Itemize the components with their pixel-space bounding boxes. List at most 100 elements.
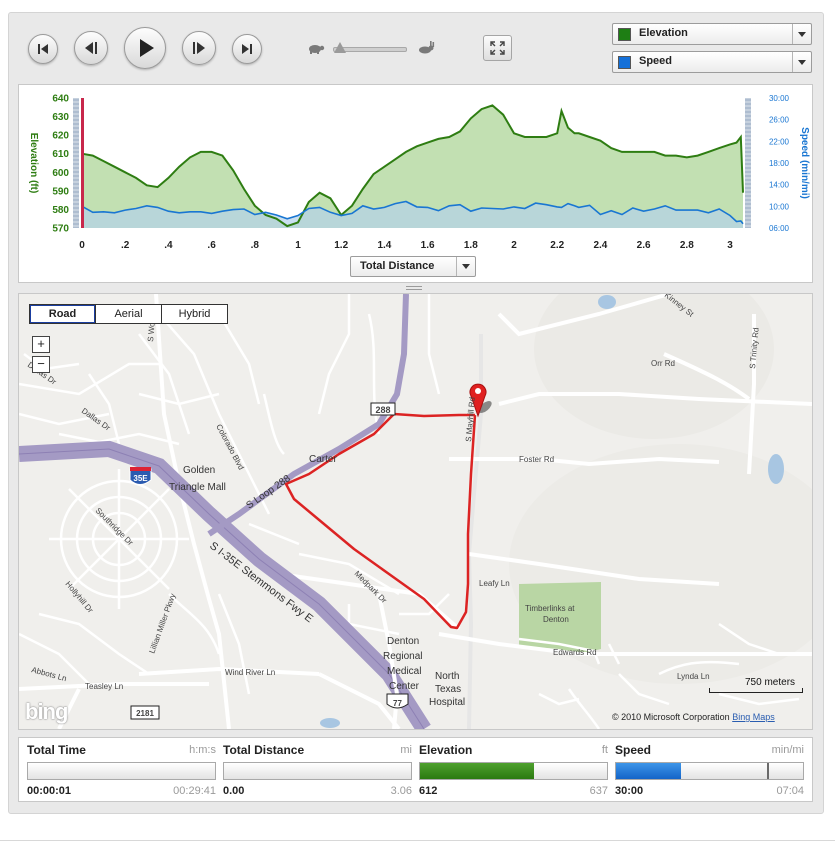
skip-to-start-button[interactable]	[28, 34, 58, 64]
stat-unit: min/mi	[771, 744, 804, 756]
map-label: Teasley Ln	[85, 682, 123, 691]
stat-name: Total Distance	[223, 743, 305, 757]
x-axis-select-label: Total Distance	[360, 260, 435, 272]
fullscreen-icon	[490, 41, 505, 55]
map-label: Edwards Rd	[553, 648, 597, 657]
left-axis-strip	[73, 98, 79, 228]
elevation-line	[81, 104, 744, 228]
slider-thumb[interactable]	[334, 42, 346, 53]
x-tick-label: 2	[511, 240, 517, 251]
skip-to-end-button[interactable]	[232, 34, 262, 64]
map-mode-hybrid[interactable]: Hybrid	[178, 308, 211, 320]
y-tick-label-left: 570	[52, 224, 69, 235]
stat-speed: Speed min/mi 30:00 07:04	[615, 738, 804, 801]
map-label: Center	[389, 681, 420, 692]
speed-area	[82, 201, 743, 228]
y-tick-label-right: 18:00	[769, 159, 790, 168]
play-button[interactable]	[124, 27, 166, 69]
playback-speed-slider[interactable]	[306, 38, 436, 58]
chart-cursor	[81, 98, 84, 228]
x-tick-label: 3	[727, 240, 733, 251]
chevron-down-icon[interactable]	[792, 52, 811, 72]
map-label: Orr Rd	[651, 359, 675, 368]
elevation-area	[82, 105, 743, 228]
stat-max-value: 637	[589, 785, 608, 797]
map-mode-aerial[interactable]: Aerial	[96, 305, 162, 323]
y-tick-label-left: 630	[52, 112, 69, 123]
map-canvas[interactable]: 288 35E 77 2181 S Mayhill Rd Foster Rd O…	[19, 294, 812, 729]
stat-name: Total Time	[27, 743, 86, 757]
map-label: Carter	[309, 454, 337, 465]
map-label: Denton	[387, 636, 419, 647]
y-tick-label-left: 620	[52, 131, 69, 142]
step-back-button[interactable]	[74, 31, 108, 65]
stat-current-value: 0.00	[223, 785, 245, 797]
zoom-in-button[interactable]: +	[32, 336, 50, 353]
divider	[0, 840, 835, 841]
secondary-series-select[interactable]: Speed	[612, 51, 812, 73]
x-tick-label: .8	[251, 240, 260, 251]
stat-progress-fill	[420, 763, 535, 779]
stat-unit: ft	[601, 744, 608, 756]
x-tick-label: 1.6	[421, 240, 435, 251]
loop-288-shield: 288	[370, 402, 396, 416]
map-type-toggle: Road Aerial Hybrid	[29, 304, 228, 324]
slider-track[interactable]	[333, 47, 407, 52]
stat-progress-bar	[615, 762, 804, 780]
map-label: Lynda Ln	[677, 672, 710, 681]
map-label: Wind River Ln	[225, 668, 275, 677]
x-tick-label: 2.8	[680, 240, 694, 251]
chevron-down-icon[interactable]	[792, 24, 811, 44]
primary-series-select[interactable]: Elevation	[612, 23, 812, 45]
park-area	[519, 582, 601, 654]
map-label: Texas	[435, 684, 461, 695]
stat-progress-bar	[223, 762, 412, 780]
y-tick-label-left: 610	[52, 149, 69, 160]
map-label: Triangle Mall	[169, 482, 226, 493]
zoom-out-button[interactable]: −	[32, 356, 50, 373]
bing-maps-link[interactable]: Bing Maps	[732, 712, 775, 722]
map-mode-road[interactable]: Road	[30, 305, 96, 323]
y-axis-title-left: Elevation (ft)	[28, 133, 39, 194]
step-forward-button[interactable]	[182, 31, 216, 65]
lake	[598, 295, 616, 309]
chevron-down-icon[interactable]	[456, 257, 475, 276]
rabbit-icon	[419, 41, 435, 54]
y-tick-label-right: 30:00	[769, 94, 790, 103]
map-label: Medical	[387, 666, 421, 677]
stat-progress-bar	[27, 762, 216, 780]
stat-name: Elevation	[419, 743, 473, 757]
elevation-speed-chart[interactable]: 640 630 620 610 600 590 580 570 30:00 26:00 22:00 1…	[18, 84, 813, 283]
chart-canvas[interactable]: 640 630 620 610 600 590 580 570 30:00 26:00 22:00 1…	[19, 85, 812, 282]
stat-elevation: Elevation ft 612 637	[419, 738, 608, 801]
map-label: S Mayhill Rd	[464, 397, 477, 443]
state-2181-shield: 2181	[130, 705, 160, 720]
y-tick-label-right: 22:00	[769, 137, 790, 146]
x-tick-label: 2.4	[593, 240, 607, 251]
skip-to-start-icon	[38, 44, 48, 54]
splitter-handle[interactable]	[406, 286, 422, 291]
route-map[interactable]: 288 35E 77 2181 S Mayhill Rd Foster Rd O…	[18, 293, 813, 730]
interstate-35e-shield: 35E	[129, 467, 152, 485]
x-tick-label: .6	[207, 240, 216, 251]
x-tick-label: 1.8	[464, 240, 478, 251]
map-copyright: © 2010 Microsoft Corporation Bing Maps	[612, 712, 775, 722]
map-label: Foster Rd	[519, 455, 554, 464]
stat-max-value: 07:04	[776, 785, 804, 797]
stat-max-value: 00:29:41	[173, 785, 216, 797]
x-tick-label: 0	[79, 240, 85, 251]
y-tick-label-right: 10:00	[769, 202, 790, 211]
x-axis-select[interactable]: Total Distance	[350, 256, 476, 277]
x-tick-label: .4	[164, 240, 173, 251]
turtle-icon	[309, 45, 325, 54]
y-tick-label-right: 14:00	[769, 181, 790, 190]
loop-288	[207, 294, 409, 537]
step-forward-icon	[193, 42, 205, 54]
svg-text:2181: 2181	[136, 709, 154, 718]
x-tick-label: 2.2	[550, 240, 564, 251]
stat-unit: mi	[400, 744, 412, 756]
fullscreen-button[interactable]	[483, 35, 512, 61]
stat-progress-bar	[419, 762, 608, 780]
trip-stats: Total Time h:m:s 00:00:01 00:29:41 Total…	[18, 737, 813, 802]
svg-text:77: 77	[393, 699, 402, 708]
